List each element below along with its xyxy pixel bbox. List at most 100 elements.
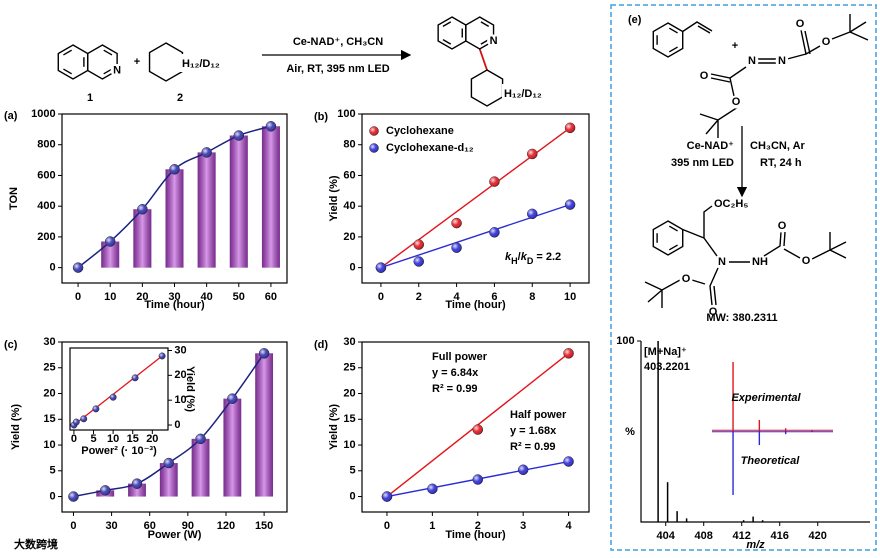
x-tick-label: 408 — [695, 530, 713, 542]
plus-sign: + — [732, 40, 738, 52]
inset-label: Theoretical — [741, 455, 801, 467]
double-bond — [668, 225, 678, 232]
y-tick-label: 0 — [349, 262, 355, 274]
bar-shine — [128, 483, 146, 497]
double-bond — [63, 68, 73, 75]
atom-label: N — [718, 256, 726, 268]
double-bond — [668, 27, 678, 34]
series-annotation: R² = 0.99 — [432, 383, 478, 395]
fit-line — [380, 203, 571, 269]
point-shine — [451, 242, 462, 253]
y-tick-label: 100 — [337, 108, 355, 120]
y-tick-label: 80 — [343, 139, 355, 151]
substituent: H₁₂/D₁₂ — [182, 58, 220, 70]
y-axis-label: % — [625, 426, 635, 438]
watermark: 大数跨境 — [14, 537, 58, 551]
y-tick-label: 100 — [616, 335, 634, 347]
plus-sign: + — [134, 56, 140, 68]
atom-label: O — [700, 70, 709, 82]
bar-shine — [159, 463, 178, 497]
x-tick-label: 1 — [429, 520, 435, 532]
annotation-part: k — [521, 251, 528, 263]
point-shine — [68, 491, 79, 502]
panel-label: (c) — [4, 339, 18, 351]
x-tick-label: 412 — [733, 530, 751, 542]
x-axis-label: m/z — [746, 539, 765, 551]
x-tick-label: 420 — [809, 530, 827, 542]
bar-shine — [133, 209, 152, 268]
atom-label: O — [802, 255, 811, 267]
y-tick-label: 20 — [174, 369, 186, 381]
plot-frame — [61, 341, 288, 513]
point-shine — [100, 485, 111, 496]
conditions: RT, 24 h — [760, 157, 802, 169]
plot-frame — [69, 347, 169, 431]
y-axis-label: Yield (%) — [184, 366, 196, 412]
fit-line — [380, 127, 571, 269]
series-annotation: y = 1.68x — [510, 425, 557, 437]
point-shine — [80, 415, 87, 423]
atom-label: NH — [752, 256, 768, 268]
plot-frame — [361, 113, 590, 284]
y-tick-label: 0 — [49, 262, 55, 274]
y-tick-label: 0 — [49, 490, 55, 502]
y-tick-label: 25 — [343, 362, 355, 374]
bar-shine — [101, 241, 120, 268]
conditions: Ce-NAD⁺ — [687, 140, 735, 152]
annotation-part: / — [518, 251, 521, 263]
inset-label: Experimental — [731, 392, 801, 404]
panel-label: (a) — [4, 110, 18, 122]
y-tick-label: 30 — [43, 336, 55, 348]
atom-label: O — [778, 220, 787, 232]
point-shine — [563, 456, 574, 467]
atom-label: O — [682, 273, 691, 285]
atom-mask — [679, 272, 693, 286]
double-bond — [668, 46, 678, 53]
double-bond — [668, 244, 678, 251]
point-shine — [427, 483, 438, 494]
conditions: Air, RT, 395 nm LED — [286, 63, 389, 75]
panel-frame — [610, 4, 877, 551]
point-shine — [413, 239, 424, 250]
molecule-bonds — [478, 14, 869, 308]
atom-label: O — [796, 18, 805, 30]
point-shine — [265, 121, 276, 132]
x-tick-label: 60 — [144, 520, 156, 532]
panel-label: (e) — [628, 14, 642, 26]
double-bond — [103, 68, 113, 75]
y-tick-label: 15 — [43, 413, 55, 425]
atom-mask — [706, 305, 720, 319]
x-tick-label: 120 — [217, 520, 235, 532]
point-shine — [472, 424, 483, 435]
x-tick-label: 30 — [168, 291, 180, 303]
point-shine — [527, 148, 538, 159]
ring — [652, 22, 684, 58]
point-shine — [227, 393, 238, 404]
peak-label: [M+Na]⁺ — [644, 346, 687, 358]
point-shine — [375, 262, 386, 273]
point-shine — [109, 394, 117, 401]
double-bond — [103, 49, 113, 56]
x-tick-label: 10 — [104, 291, 116, 303]
point-shine — [489, 227, 500, 238]
double-bond — [63, 49, 73, 56]
legend-label: Cyclohexane-d₁₂ — [386, 142, 474, 154]
atom-mask — [729, 95, 743, 109]
x-tick-label: 90 — [182, 520, 194, 532]
bar-shine — [261, 126, 280, 268]
atom-label: N — [490, 35, 498, 47]
fit-line — [73, 355, 163, 426]
ring — [465, 16, 495, 50]
x-axis-label: Time (hour) — [445, 529, 506, 541]
atom-mask — [775, 54, 789, 68]
point-shine — [472, 474, 483, 485]
atom-label: N — [748, 55, 756, 67]
atom-mask — [697, 69, 711, 83]
point-shine — [565, 122, 576, 133]
y-tick-label: 10 — [43, 439, 55, 451]
double-bond — [442, 39, 452, 45]
y-tick-label: 30 — [343, 336, 355, 348]
x-tick-label: 10 — [107, 433, 119, 445]
substituent: H₁₂/D₁₂ — [504, 88, 542, 100]
